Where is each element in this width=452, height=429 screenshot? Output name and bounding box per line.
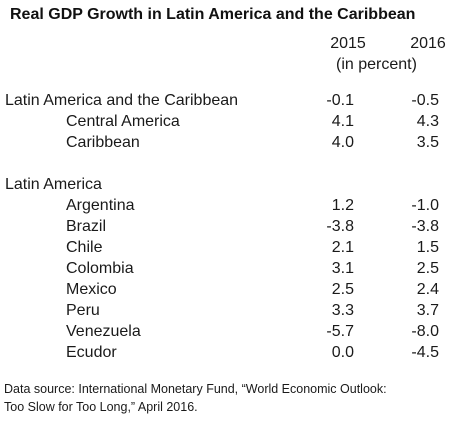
row-label: Chile <box>66 239 103 256</box>
value-2016: -3.8 <box>411 218 439 235</box>
value-2016: -0.5 <box>411 92 439 109</box>
value-2016: 1.5 <box>416 239 439 256</box>
table-row: Latin America <box>0 176 452 197</box>
value-2015: 2.5 <box>331 281 354 298</box>
value-2015: 4.0 <box>331 134 354 151</box>
column-header-2016: 2016 <box>410 35 446 52</box>
row-label: Peru <box>66 302 100 319</box>
row-label: Venezuela <box>66 323 141 340</box>
row-label: Caribbean <box>66 134 140 151</box>
value-2016: -4.5 <box>411 344 439 361</box>
row-label: Ecudor <box>66 344 117 361</box>
value-2015: -0.1 <box>326 92 354 109</box>
value-2015: -3.8 <box>326 218 354 235</box>
table-row: Caribbean 4.0 3.5 <box>0 134 452 155</box>
value-2015: 4.1 <box>331 113 354 130</box>
value-2016: 4.3 <box>416 113 439 130</box>
value-2016: -1.0 <box>411 197 439 214</box>
row-label: Latin America <box>5 176 102 193</box>
value-2016: 3.5 <box>416 134 439 151</box>
value-2016: -8.0 <box>411 323 439 340</box>
value-2016: 2.4 <box>416 281 439 298</box>
value-2015: -5.7 <box>326 323 354 340</box>
table-row: Venezuela -5.7 -8.0 <box>0 323 452 344</box>
table-row: Brazil -3.8 -3.8 <box>0 218 452 239</box>
value-2015: 3.3 <box>331 302 354 319</box>
page-title: Real GDP Growth in Latin America and the… <box>10 6 416 23</box>
footnote-line: Data source: International Monetary Fund… <box>4 382 387 396</box>
column-header-2015: 2015 <box>330 35 366 52</box>
table-row: Ecudor 0.0 -4.5 <box>0 344 452 365</box>
footnote-line: Too Slow for Too Long,” April 2016. <box>4 400 198 414</box>
value-2015: 0.0 <box>331 344 354 361</box>
row-label: Mexico <box>66 281 117 298</box>
source-footnote: Data source: International Monetary Fund… <box>4 380 452 416</box>
table-row: Mexico 2.5 2.4 <box>0 281 452 302</box>
row-label: Central America <box>66 113 180 130</box>
row-label: Colombia <box>66 260 134 277</box>
table-row: Latin America and the Caribbean -0.1 -0.… <box>0 92 452 113</box>
row-label: Latin America and the Caribbean <box>5 92 239 109</box>
value-2016: 2.5 <box>416 260 439 277</box>
row-label: Argentina <box>66 197 135 214</box>
value-2015: 1.2 <box>331 197 354 214</box>
value-2015: 3.1 <box>331 260 354 277</box>
value-2015: 2.1 <box>331 239 354 256</box>
row-label: Brazil <box>66 218 107 235</box>
table-row: Chile 2.1 1.5 <box>0 239 452 260</box>
value-2016: 3.7 <box>416 302 439 319</box>
table-row: Central America 4.1 4.3 <box>0 113 452 134</box>
table-row: Colombia 3.1 2.5 <box>0 260 452 281</box>
table-row: Argentina 1.2 -1.0 <box>0 197 452 218</box>
table-row: Peru 3.3 3.7 <box>0 302 452 323</box>
unit-label: (in percent) <box>336 56 417 73</box>
